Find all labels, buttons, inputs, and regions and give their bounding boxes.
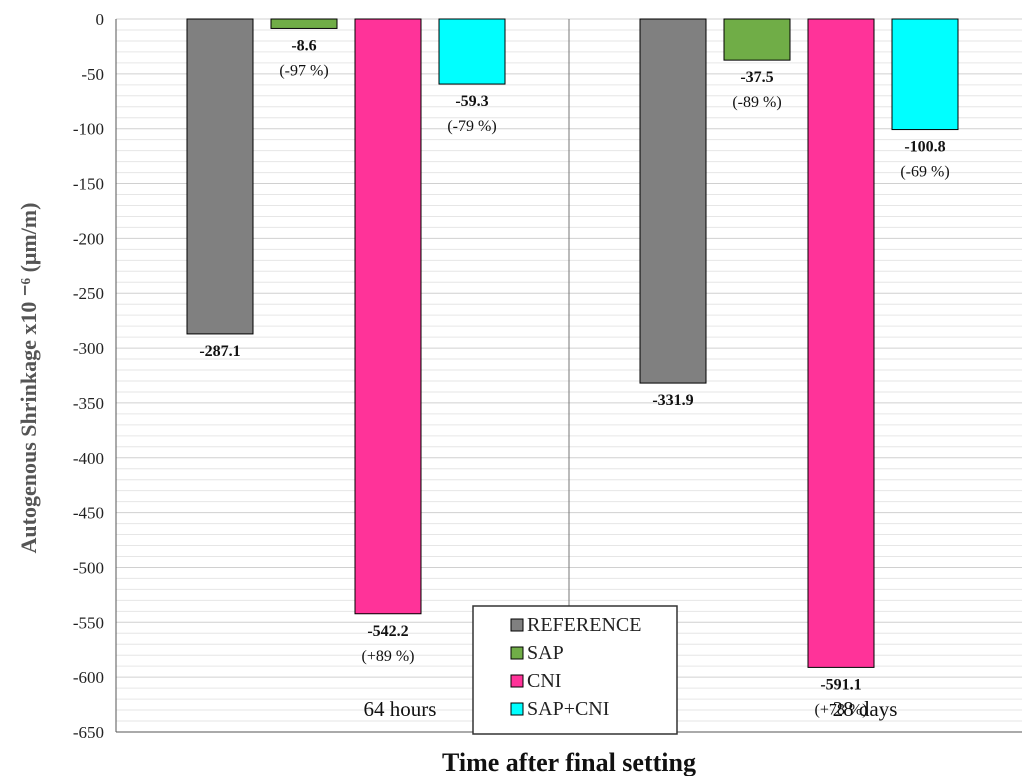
value-label: -37.5 xyxy=(740,69,773,86)
y-tick-label: -500 xyxy=(73,558,104,577)
value-label: -59.3 xyxy=(455,93,488,110)
y-tick-label: 0 xyxy=(96,10,105,29)
bar-sap xyxy=(723,18,791,61)
category-labels: 64 hours 28 days xyxy=(364,697,898,721)
y-tick-label: -300 xyxy=(73,339,104,358)
legend-label: CNI xyxy=(527,670,561,692)
value-label: -8.6 xyxy=(291,37,316,54)
legend-label: REFERENCE xyxy=(527,614,641,636)
y-tick-label: -250 xyxy=(73,284,104,303)
legend-label: SAP xyxy=(527,642,564,664)
legend-swatch xyxy=(510,646,524,660)
legend-box xyxy=(472,605,678,735)
data-labels: -287.1 -8.6 (-97 %) -542.2 (+89 %) -59.3 (-79 … xyxy=(199,37,949,718)
percent-label: (-89 %) xyxy=(732,94,781,111)
bars xyxy=(186,18,959,668)
bar-sap xyxy=(270,18,338,29)
percent-label: (+89 %) xyxy=(361,648,414,665)
percent-label: (+78 %) xyxy=(814,701,867,718)
y-tick-label: -50 xyxy=(81,65,104,84)
value-label: -287.1 xyxy=(199,343,240,360)
category-label: 64 hours xyxy=(364,697,437,721)
percent-label: (-79 %) xyxy=(447,118,496,135)
y-tick-label: -200 xyxy=(73,229,104,248)
value-label: -100.8 xyxy=(904,139,945,156)
y-tick-label: -100 xyxy=(73,120,104,139)
bar-sap-cni xyxy=(438,18,506,85)
legend-swatch xyxy=(510,674,524,688)
value-label: -331.9 xyxy=(652,392,693,409)
bar-cni xyxy=(354,18,422,615)
value-label: -591.1 xyxy=(820,676,861,693)
bar-cni xyxy=(807,18,875,668)
y-tick-label: -450 xyxy=(73,504,104,523)
legend-swatch xyxy=(510,702,524,716)
y-tick-label: -150 xyxy=(73,175,104,194)
value-label: -542.2 xyxy=(367,623,408,640)
bar-sap-cni xyxy=(891,18,959,131)
percent-label: (-69 %) xyxy=(900,164,949,181)
bar-reference xyxy=(186,18,254,335)
y-tick-label: -650 xyxy=(73,723,104,742)
legend: REFERENCE SAP CNI SAP+CNI xyxy=(472,605,678,735)
y-tick-label: -350 xyxy=(73,394,104,413)
y-axis: 0 -50 -100 -150 -200 -250 -300 -350 -400 -450 -500… xyxy=(73,10,1022,742)
category-label: 28 days xyxy=(833,697,898,721)
x-axis-title: Time after final setting xyxy=(442,748,696,776)
legend-label: SAP+CNI xyxy=(527,698,609,720)
bar-reference xyxy=(639,18,707,384)
legend-swatch xyxy=(510,618,524,632)
y-tick-label: -550 xyxy=(73,613,104,632)
percent-label: (-97 %) xyxy=(279,62,328,79)
y-tick-label: -600 xyxy=(73,668,104,687)
y-axis-title: Autogenous Shrinkage x10 ⁻⁶ (μm/m) xyxy=(16,203,41,554)
y-tick-label: -400 xyxy=(73,449,104,468)
